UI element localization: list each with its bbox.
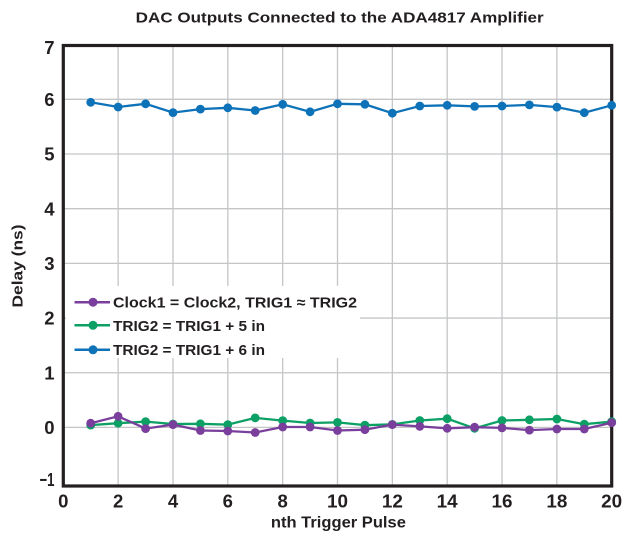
svg-text:18: 18: [546, 491, 567, 512]
svg-text:2: 2: [113, 491, 123, 512]
svg-text:3: 3: [44, 253, 54, 274]
svg-text:8: 8: [278, 491, 288, 512]
svg-text:Delay (ns): Delay (ns): [10, 225, 27, 308]
svg-text:4: 4: [44, 198, 55, 219]
svg-text:16: 16: [492, 491, 513, 512]
svg-text:DAC Outputs Connected to the A: DAC Outputs Connected to the ADA4817 Amp…: [136, 9, 544, 26]
svg-text:6: 6: [223, 491, 233, 512]
svg-text:0: 0: [44, 417, 54, 438]
svg-text:2: 2: [44, 308, 54, 329]
svg-text:Clock1 = Clock2, TRIG1 ≈ TRIG2: Clock1 = Clock2, TRIG1 ≈ TRIG2: [113, 295, 357, 312]
svg-text:TRIG2 = TRIG1 + 6 in: TRIG2 = TRIG1 + 6 in: [113, 342, 265, 359]
svg-text:20: 20: [601, 491, 622, 512]
svg-text:4: 4: [168, 491, 179, 512]
svg-text:TRIG2 = TRIG1 + 5 in: TRIG2 = TRIG1 + 5 in: [113, 318, 265, 335]
svg-text:0: 0: [58, 491, 68, 512]
svg-text:7: 7: [44, 37, 54, 58]
svg-text:10: 10: [327, 491, 348, 512]
svg-text:nth Trigger Pulse: nth Trigger Pulse: [271, 515, 406, 532]
svg-text:12: 12: [382, 491, 403, 512]
svg-text:6: 6: [44, 89, 54, 110]
svg-text:5: 5: [44, 144, 54, 165]
svg-text:−1: −1: [40, 469, 55, 490]
svg-text:1: 1: [44, 362, 54, 383]
svg-text:14: 14: [437, 491, 459, 512]
